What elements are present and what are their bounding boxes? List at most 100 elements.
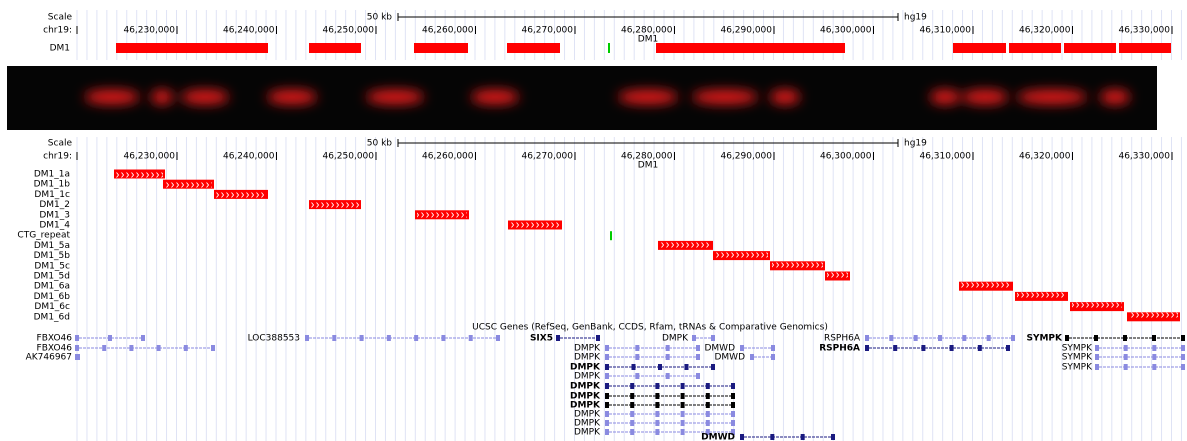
gene-exon <box>596 335 600 341</box>
fluorescent-signal <box>1017 90 1087 104</box>
gene-exon <box>731 383 735 389</box>
gene-label: DMPK <box>574 428 601 438</box>
repeat-mark <box>610 231 612 240</box>
gene-exon <box>556 335 560 341</box>
gene-exon <box>681 383 685 389</box>
gene-exon <box>962 335 966 341</box>
gene-exon <box>801 434 805 440</box>
gene-exon <box>696 345 700 351</box>
gene-exon <box>75 345 79 351</box>
gene-exon <box>681 411 685 417</box>
gene-exon <box>681 393 685 399</box>
gene-exon <box>1152 335 1156 341</box>
gene-exon <box>706 411 710 417</box>
strand-arrows <box>165 180 212 189</box>
gene-exon <box>1124 354 1128 360</box>
gene-exon <box>706 420 710 426</box>
track-label: DM1_2 <box>39 200 70 210</box>
position-label: 46,310,000 <box>919 26 971 36</box>
track-label: DM1_5a <box>34 241 70 251</box>
position-label: 46,320,000 <box>1019 26 1071 36</box>
position-label: 46,310,000 <box>919 152 971 162</box>
gene-exon <box>831 434 835 440</box>
track-label: DM1_6c <box>34 302 70 312</box>
gene-exon <box>771 345 775 351</box>
strand-arrows <box>417 210 467 219</box>
repeat-mark <box>608 43 610 53</box>
fluorescent-signal <box>85 90 140 104</box>
gene-exon <box>655 383 659 389</box>
gene-exon <box>666 345 670 351</box>
gene-exon <box>1181 364 1185 370</box>
gene-exon <box>696 373 700 379</box>
gene-exon <box>605 402 609 408</box>
gene-exon <box>706 393 710 399</box>
gene-exon <box>731 420 735 426</box>
gene-exon <box>921 345 925 351</box>
gene-exon <box>1181 345 1185 351</box>
scale-text: 50 kb <box>367 139 393 149</box>
gene-exon <box>681 429 685 435</box>
gene-exon <box>630 420 634 426</box>
assembly: hg19 <box>904 13 927 23</box>
region-label: DM1 <box>638 35 658 45</box>
gene-label: SYMPK <box>1062 353 1093 363</box>
gene-exon <box>129 345 133 351</box>
gene-label: AK746967 <box>26 353 72 363</box>
fluorescent-signal <box>151 90 173 104</box>
track-label: DM1_5b <box>34 251 71 261</box>
gene-exon <box>469 335 473 341</box>
fluorescent-signal <box>692 90 758 104</box>
scale-label: Scale <box>48 139 73 149</box>
gene-exon <box>771 354 775 360</box>
gene-exon <box>630 402 634 408</box>
gene-exon <box>441 335 445 341</box>
gene-exon <box>685 364 689 370</box>
gene-exon <box>1124 364 1128 370</box>
gene-exon <box>740 345 744 351</box>
gene-exon <box>950 345 954 351</box>
gene-exon <box>1124 345 1128 351</box>
gene-exon <box>889 335 893 341</box>
fluorescent-signal <box>930 90 960 104</box>
gene-exon <box>75 335 79 341</box>
gene-exon <box>635 354 639 360</box>
gene-label: DMWD <box>701 433 735 441</box>
gene-exon <box>770 434 774 440</box>
gene-exon <box>658 364 662 370</box>
scale-text: 50 kb <box>367 13 393 23</box>
strand-arrows <box>715 251 768 260</box>
gene-exon <box>1095 345 1099 351</box>
gene-label: DMPK <box>662 334 689 344</box>
gene-exon <box>1181 354 1185 360</box>
gene-exon <box>1181 335 1185 341</box>
strand-arrows <box>116 170 163 179</box>
strand-arrows <box>772 261 823 270</box>
gene-label: SYMPK <box>1026 334 1063 344</box>
track-label: DM1_6a <box>34 282 70 292</box>
genome-browser-figure: Scale50 kbhg19chr19:46,230,00046,240,000… <box>0 0 1187 441</box>
gene-label: LOC388553 <box>248 334 300 344</box>
gene-exon <box>681 420 685 426</box>
gene-exon <box>1011 335 1015 341</box>
assembly: hg19 <box>904 139 927 149</box>
gene-label: FBXO46 <box>37 334 73 344</box>
gene-exon <box>696 354 700 360</box>
fluorescent-signal <box>618 90 678 104</box>
gene-exon <box>1094 335 1098 341</box>
gene-exon <box>978 345 982 351</box>
gene-exon <box>605 420 609 426</box>
gene-exon <box>632 364 636 370</box>
gene-exon <box>332 335 336 341</box>
gene-exon <box>605 429 609 435</box>
gene-exon <box>630 429 634 435</box>
gene-exon <box>360 335 364 341</box>
strand-arrows <box>827 272 848 281</box>
gene-exon <box>1152 364 1156 370</box>
position-label: 46,330,000 <box>1118 152 1170 162</box>
track-label: DM1_1c <box>34 190 70 200</box>
gene-label: RSPH6A <box>819 344 860 354</box>
gene-exon <box>711 364 715 370</box>
gene-exon <box>1095 364 1099 370</box>
gene-exon <box>706 402 710 408</box>
